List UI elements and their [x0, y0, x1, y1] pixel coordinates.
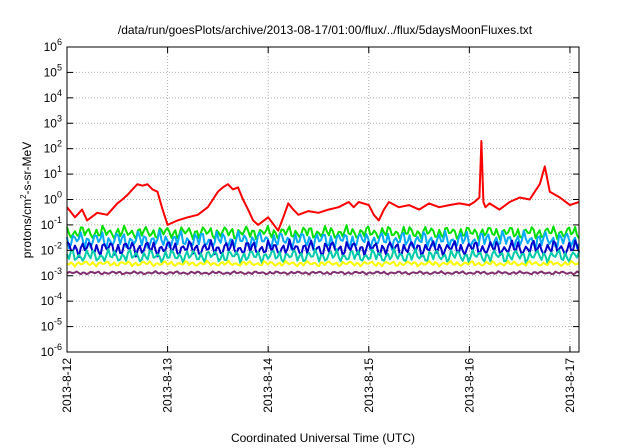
series-line — [66, 247, 580, 265]
series-line — [66, 270, 580, 276]
y-tick-exponent: 3 — [57, 113, 62, 123]
y-tick-base: 10 — [44, 116, 58, 130]
y-tick-base: 10 — [41, 243, 55, 257]
y-tick-exponent: -4 — [54, 291, 62, 301]
y-tick-base: 10 — [41, 218, 55, 232]
x-tick-label: 2013-8-14 — [261, 358, 275, 413]
y-tick-label: 101 — [44, 164, 62, 181]
y-tick-base: 10 — [44, 65, 58, 79]
x-tick-label: 2013-8-12 — [60, 358, 74, 413]
y-tick-base: 10 — [44, 193, 58, 207]
y-tick-label: 10-4 — [41, 291, 62, 308]
y-tick-base: 10 — [41, 294, 55, 308]
y-tick-exponent: 5 — [57, 62, 62, 72]
y-tick-label: 100 — [44, 190, 62, 207]
y-tick-base: 10 — [44, 40, 58, 54]
y-tick-base: 10 — [44, 91, 58, 105]
grid — [67, 47, 579, 352]
y-axis-label-suffix: -s-sr-MeV — [20, 142, 34, 195]
x-tick-label: 2013-8-13 — [161, 358, 175, 413]
y-tick-label: 102 — [44, 139, 62, 156]
y-axis-label-sup: 2 — [19, 194, 28, 199]
x-tick-label: 2013-8-16 — [462, 358, 476, 413]
y-tick-base: 10 — [41, 269, 55, 283]
y-tick-label: 105 — [44, 62, 62, 79]
y-tick-label: 10-6 — [41, 342, 62, 359]
y-tick-exponent: -3 — [54, 266, 62, 276]
series-line — [66, 140, 580, 232]
y-tick-base: 10 — [44, 142, 58, 156]
y-tick-label: 10-3 — [41, 266, 62, 283]
y-tick-label: 10-2 — [41, 240, 62, 257]
y-tick-label: 103 — [44, 113, 62, 130]
series-line — [66, 224, 580, 242]
series-layer — [66, 140, 580, 276]
y-tick-base: 10 — [44, 167, 58, 181]
chart-title: /data/run/goesPlots/archive/2013-08-17/0… — [118, 23, 533, 37]
y-tick-label: 10-1 — [41, 215, 62, 232]
y-tick-exponent: 6 — [57, 37, 62, 47]
x-tick-label: 2013-8-17 — [563, 358, 577, 413]
y-tick-exponent: -1 — [54, 215, 62, 225]
series-line — [66, 229, 580, 251]
y-tick-exponent: 0 — [57, 190, 62, 200]
x-axis-label: Coordinated Universal Time (UTC) — [231, 431, 415, 445]
y-tick-label: 106 — [44, 37, 62, 54]
y-tick-label: 10-5 — [41, 317, 62, 334]
y-tick-exponent: 4 — [57, 88, 62, 98]
y-tick-exponent: -5 — [54, 317, 62, 327]
y-axis-ticks: 10-610-510-410-310-210-11001011021031041… — [41, 37, 579, 359]
y-tick-base: 10 — [41, 345, 55, 359]
x-tick-label: 2013-8-15 — [362, 358, 376, 413]
y-tick-exponent: 1 — [57, 164, 62, 174]
x-axis-ticks: 2013-8-12 2013-8-13 2013-8-14 2013-8-15 2013… — [60, 47, 577, 413]
y-axis-label: protons/cm2-s-sr-MeV — [19, 142, 34, 258]
y-tick-base: 10 — [41, 320, 55, 334]
y-tick-label: 104 — [44, 88, 62, 105]
series-line — [66, 259, 580, 268]
y-axis-label-prefix: protons/cm — [20, 199, 34, 258]
y-tick-exponent: -6 — [54, 342, 62, 352]
y-tick-exponent: -2 — [54, 240, 62, 250]
y-tick-exponent: 2 — [57, 139, 62, 149]
